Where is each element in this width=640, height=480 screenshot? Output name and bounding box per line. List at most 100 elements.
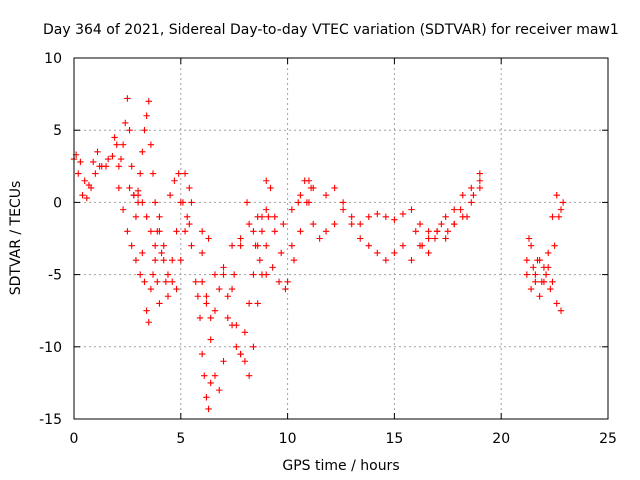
data-point bbox=[418, 242, 426, 249]
data-point bbox=[207, 379, 214, 387]
data-point bbox=[147, 285, 155, 293]
data-point bbox=[263, 177, 270, 184]
data-point bbox=[186, 220, 193, 228]
data-point bbox=[177, 256, 184, 264]
data-point bbox=[154, 278, 161, 286]
data-point bbox=[115, 184, 123, 192]
data-point bbox=[119, 206, 127, 213]
data-point bbox=[128, 242, 135, 249]
data-point bbox=[237, 242, 244, 249]
data-point bbox=[130, 191, 138, 199]
data-point bbox=[339, 206, 347, 213]
x-tick-label: 15 bbox=[385, 431, 403, 447]
data-point bbox=[549, 278, 556, 286]
data-point bbox=[117, 155, 125, 163]
data-point bbox=[179, 199, 187, 206]
data-point bbox=[94, 148, 101, 156]
data-point bbox=[241, 329, 249, 336]
data-point bbox=[147, 141, 155, 148]
data-point bbox=[263, 242, 270, 249]
data-point bbox=[277, 249, 285, 257]
series-group bbox=[523, 242, 565, 314]
data-point bbox=[399, 210, 407, 218]
data-point bbox=[115, 163, 123, 170]
data-point bbox=[205, 235, 212, 242]
series-group bbox=[322, 170, 484, 235]
data-point bbox=[348, 213, 355, 221]
data-point bbox=[139, 199, 146, 206]
data-point bbox=[128, 163, 135, 170]
series-group bbox=[115, 184, 163, 326]
data-point bbox=[525, 235, 533, 242]
x-tick-label: 20 bbox=[492, 431, 510, 447]
data-point bbox=[143, 213, 150, 221]
data-point bbox=[357, 220, 364, 228]
data-point bbox=[228, 242, 236, 249]
data-point bbox=[231, 271, 238, 278]
data-point bbox=[143, 112, 150, 119]
data-point bbox=[357, 235, 364, 242]
data-point bbox=[220, 271, 227, 278]
data-point bbox=[433, 228, 441, 235]
data-point bbox=[119, 141, 127, 148]
data-point bbox=[171, 177, 178, 184]
y-tick-label: -10 bbox=[39, 340, 62, 356]
data-point bbox=[201, 372, 208, 379]
data-point bbox=[228, 321, 236, 329]
data-point bbox=[156, 300, 163, 307]
data-point bbox=[523, 256, 531, 264]
data-point bbox=[184, 213, 191, 221]
data-point bbox=[536, 256, 543, 264]
data-point bbox=[198, 278, 206, 286]
data-point bbox=[391, 249, 398, 257]
data-point bbox=[282, 285, 289, 293]
data-point bbox=[139, 148, 146, 156]
data-point bbox=[540, 278, 548, 286]
y-tick-label: 0 bbox=[53, 195, 62, 211]
data-point bbox=[216, 285, 223, 293]
data-point bbox=[124, 95, 131, 102]
data-point bbox=[126, 127, 133, 134]
data-point bbox=[145, 319, 152, 326]
data-point bbox=[169, 256, 176, 264]
data-point bbox=[527, 242, 535, 249]
data-point bbox=[303, 199, 311, 206]
data-point bbox=[307, 184, 315, 192]
data-point bbox=[553, 300, 560, 307]
data-point bbox=[151, 199, 159, 206]
data-point bbox=[90, 158, 97, 166]
data-point bbox=[442, 235, 449, 242]
data-point bbox=[205, 405, 212, 413]
data-point bbox=[408, 256, 415, 264]
data-point bbox=[254, 213, 261, 221]
data-point bbox=[544, 264, 552, 271]
data-point bbox=[457, 206, 464, 213]
data-point bbox=[399, 242, 407, 249]
data-point bbox=[271, 228, 278, 235]
data-point bbox=[451, 206, 458, 213]
data-point bbox=[137, 271, 144, 278]
y-axis-label: SDTVAR / TECUs bbox=[8, 181, 24, 296]
data-point bbox=[295, 199, 302, 206]
data-point bbox=[194, 293, 202, 300]
data-point bbox=[267, 184, 274, 192]
data-point bbox=[553, 191, 560, 199]
data-point bbox=[181, 170, 189, 177]
data-point bbox=[141, 278, 148, 286]
data-point bbox=[192, 278, 199, 286]
data-point bbox=[290, 256, 298, 264]
data-point bbox=[104, 155, 112, 163]
data-point bbox=[265, 213, 272, 221]
data-point bbox=[459, 191, 466, 199]
data-point bbox=[374, 210, 381, 218]
data-point bbox=[431, 235, 439, 242]
data-point bbox=[203, 293, 210, 300]
data-point bbox=[263, 206, 270, 213]
series-group bbox=[525, 199, 567, 293]
data-point bbox=[162, 278, 170, 286]
data-point bbox=[188, 242, 195, 249]
data-point bbox=[203, 300, 210, 307]
data-point bbox=[297, 228, 304, 235]
data-point bbox=[549, 213, 556, 221]
data-point bbox=[160, 256, 167, 264]
